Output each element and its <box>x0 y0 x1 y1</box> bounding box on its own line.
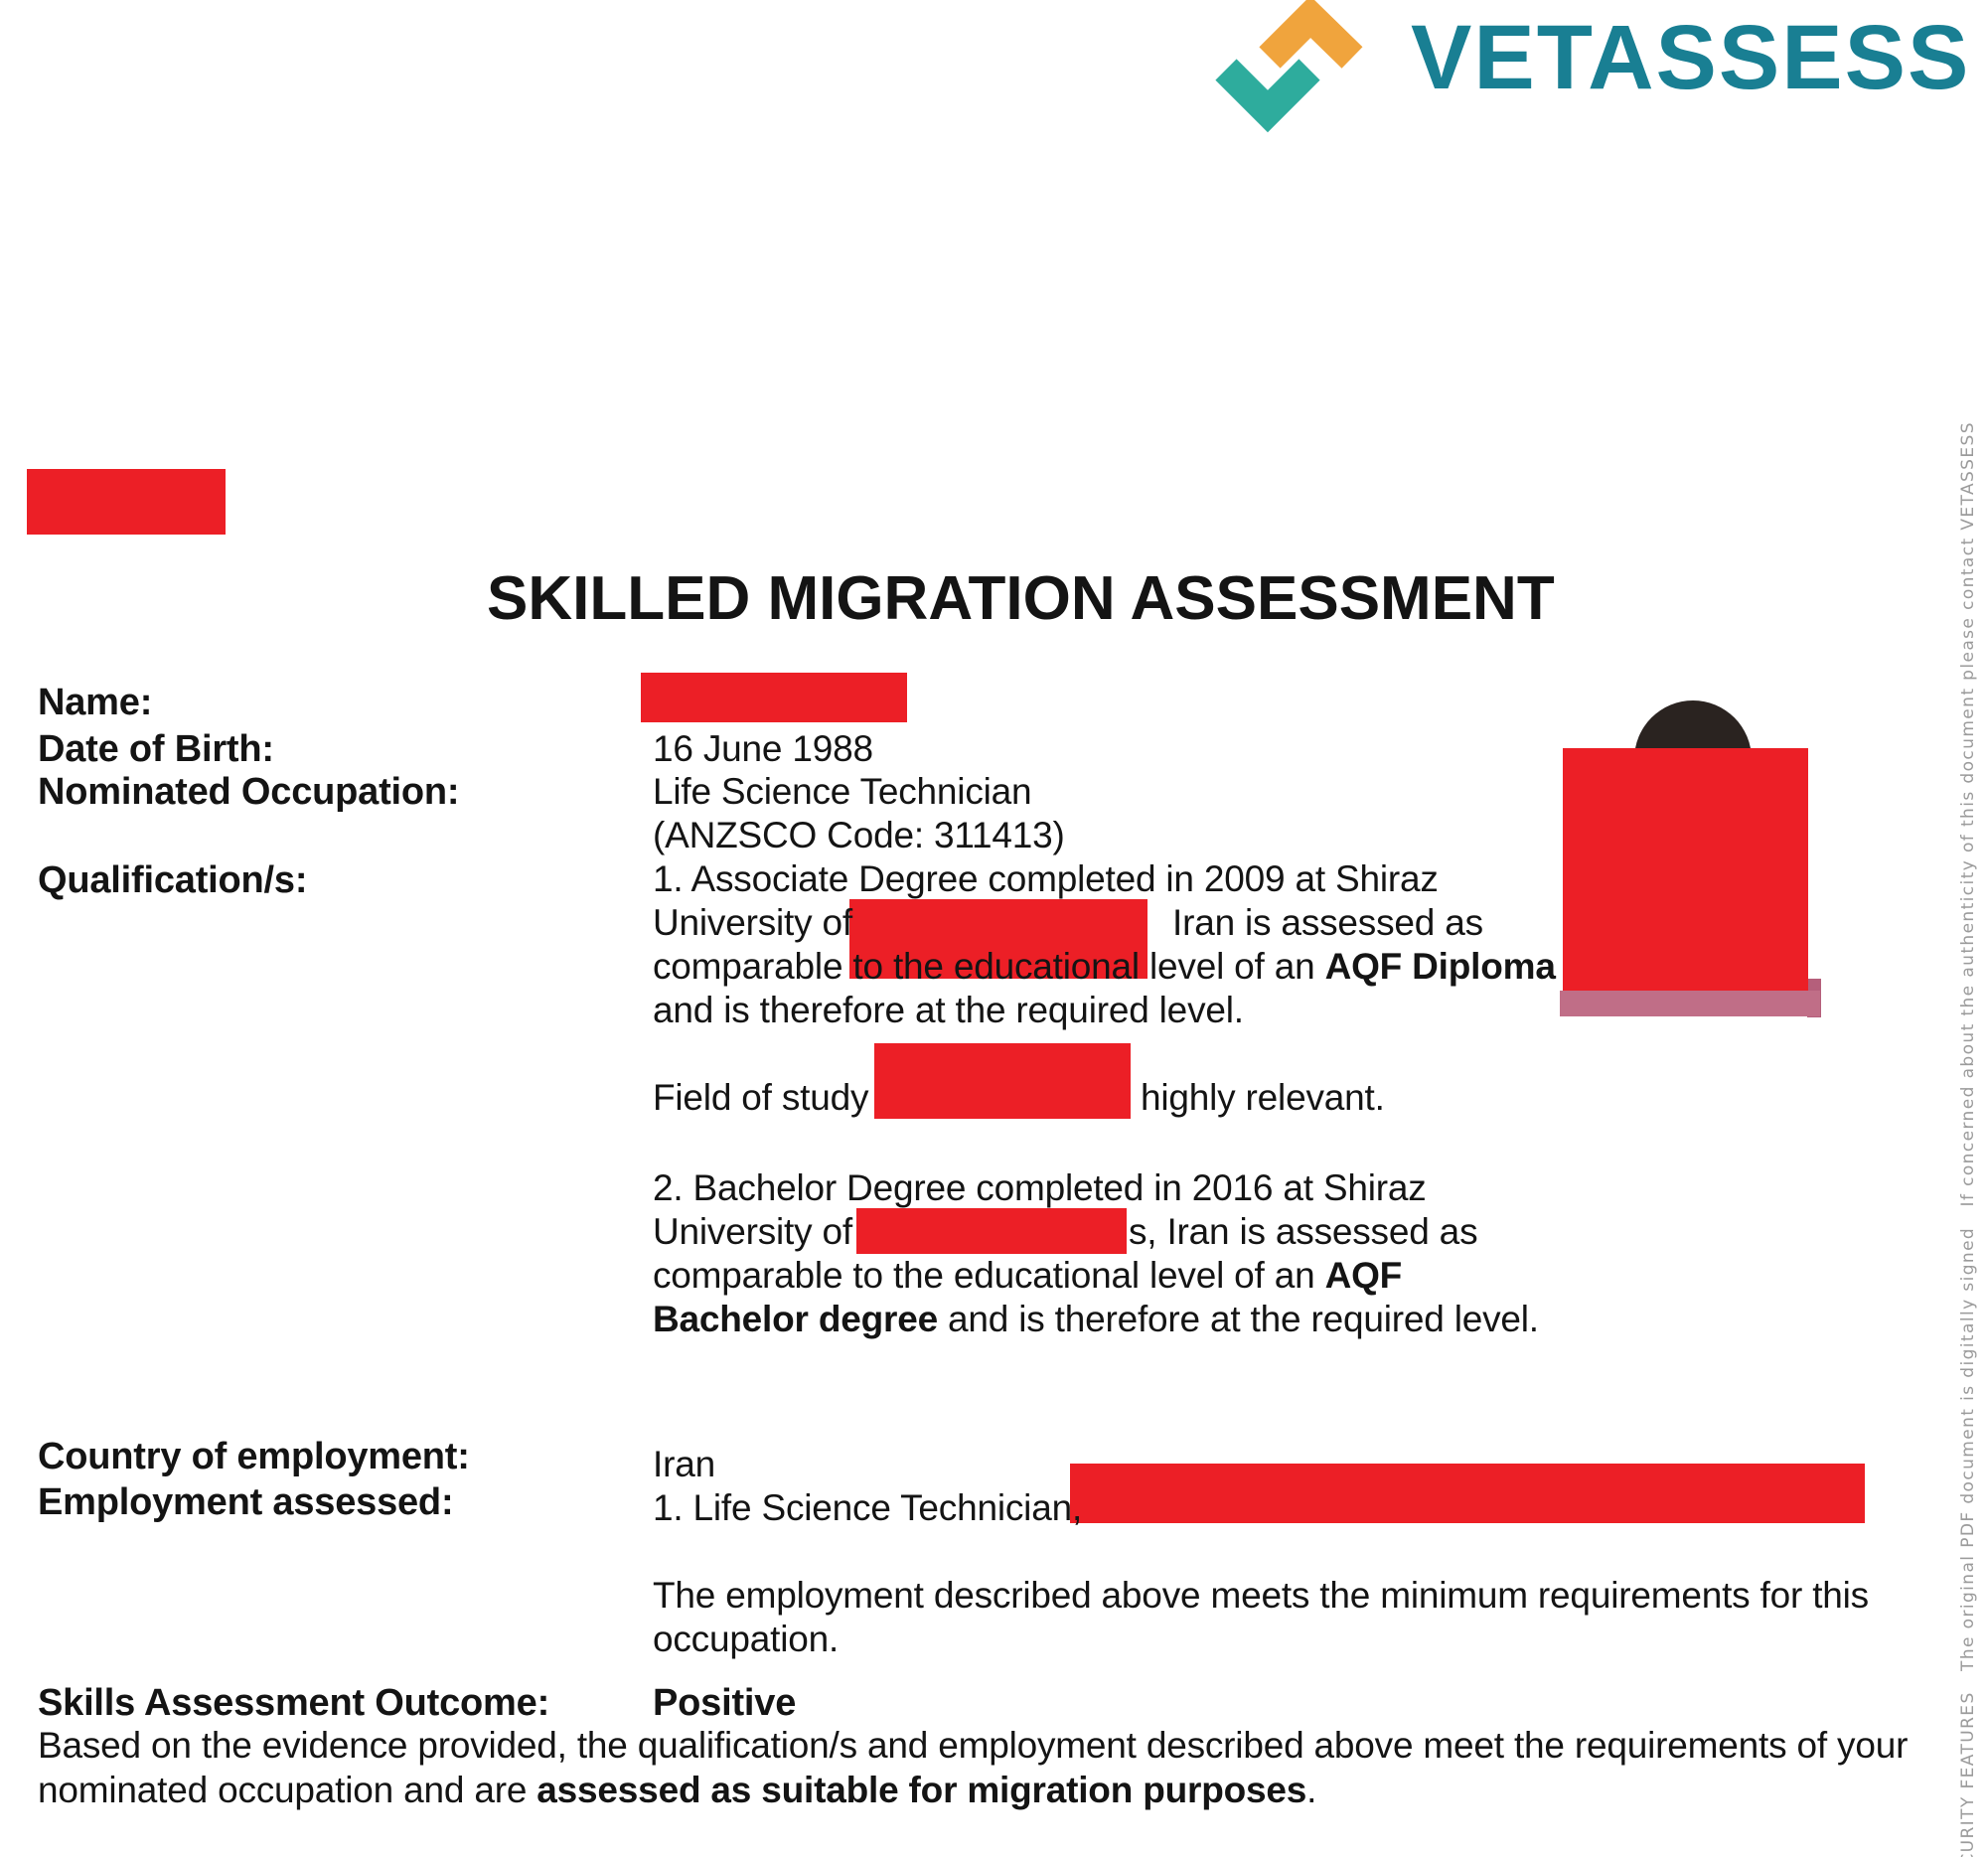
security-features-sidebar-text: SECURITY FEATURES The original PDF docum… <box>1958 421 1978 1857</box>
country-label: Country of employment: <box>38 1436 470 1477</box>
qual2-line4-post: and is therefore at the required level. <box>937 1299 1539 1339</box>
outcome-value: Positive <box>653 1682 797 1724</box>
occupation-label: Nominated Occupation: <box>38 771 460 813</box>
qual1-line2-pre: University of <box>653 902 852 943</box>
field-of-study-post: highly relevant. <box>1141 1077 1385 1118</box>
qual1-line4: and is therefore at the required level. <box>653 990 1244 1030</box>
redaction-block-university2 <box>856 1208 1127 1254</box>
qual2-line3-pre: comparable to the educational level of a… <box>653 1255 1325 1296</box>
redaction-block-field-of-study <box>874 1043 1131 1119</box>
outcome-label: Skills Assessment Outcome: <box>38 1682 550 1724</box>
qual2-line3-aqf: AQF <box>1324 1255 1403 1296</box>
qual1-line3-pre: comparable to the educational level of a… <box>653 946 1325 987</box>
redaction-block-name <box>641 673 907 722</box>
redaction-block-photo <box>1563 748 1808 991</box>
qual2-line2-post: s, Iran is assessed as <box>1129 1211 1478 1252</box>
dob-label: Date of Birth: <box>38 728 274 770</box>
closing-line2-end: . <box>1306 1770 1317 1810</box>
redaction-block-reference <box>27 469 226 535</box>
qual1-line1: 1. Associate Degree completed in 2009 at… <box>653 858 1439 899</box>
qual2-line4-bachelor-degree: Bachelor degree <box>653 1299 938 1339</box>
qual2-line4: Bachelor degree and is therefore at the … <box>653 1298 1539 1341</box>
applicant-photo-clothing <box>1560 991 1820 1016</box>
employment-label: Employment assessed: <box>38 1481 454 1523</box>
closing-line2: nominated occupation and are assessed as… <box>38 1769 1316 1812</box>
page-title: SKILLED MIGRATION ASSESSMENT <box>487 564 1555 633</box>
qual2-line3: comparable to the educational level of a… <box>653 1254 1402 1298</box>
closing-line1: Based on the evidence provided, the qual… <box>38 1725 1909 1766</box>
closing-line2-pre: nominated occupation and are <box>38 1770 537 1810</box>
employment-paragraph-line1: The employment described above meets the… <box>653 1575 1869 1616</box>
name-label: Name: <box>38 682 153 723</box>
field-of-study-pre: Field of study <box>653 1077 869 1118</box>
qual1-line2-post: Iran is assessed as <box>1172 902 1483 943</box>
qualification-label: Qualification/s: <box>38 859 308 901</box>
closing-line2-suitable: assessed as suitable for migration purpo… <box>536 1770 1307 1810</box>
qual2-line1: 2. Bachelor Degree completed in 2016 at … <box>653 1167 1427 1208</box>
vetassess-chevrons-icon <box>1215 0 1363 133</box>
occupation-anzsco-code: (ANZSCO Code: 311413) <box>653 815 1065 855</box>
employment-paragraph-line2: occupation. <box>653 1619 840 1659</box>
country-value: Iran <box>653 1444 715 1484</box>
redaction-block-university1 <box>849 899 1147 979</box>
dob-value: 16 June 1988 <box>653 728 873 769</box>
qual1-line3-aqf-diploma: AQF Diploma <box>1324 946 1556 987</box>
redaction-block-employer <box>1070 1464 1865 1523</box>
qual1-line3: comparable to the educational level of a… <box>653 945 1556 989</box>
employment-value: 1. Life Science Technician, <box>653 1487 1083 1528</box>
vetassess-logo-text: VETASSESS <box>1411 7 1971 108</box>
occupation-value: Life Science Technician <box>653 771 1032 812</box>
qual2-line2-pre: University of <box>653 1211 852 1252</box>
